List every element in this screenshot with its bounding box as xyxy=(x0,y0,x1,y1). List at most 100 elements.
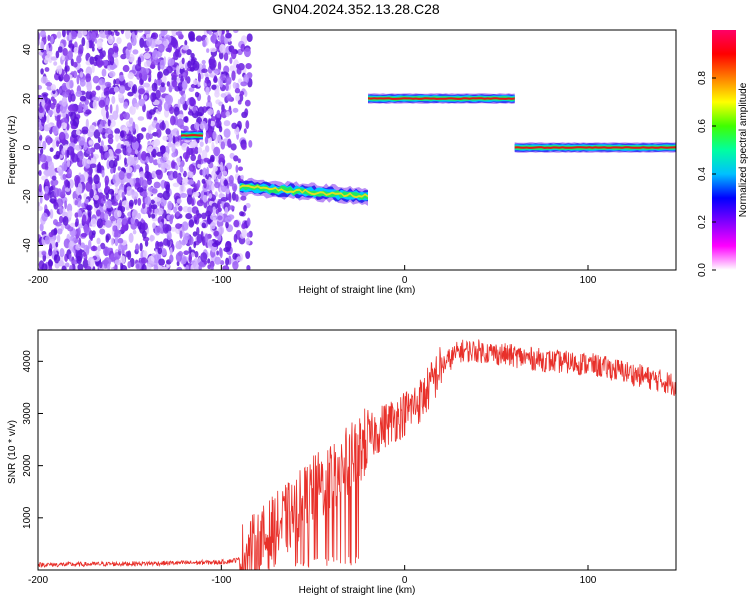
noise-blob xyxy=(85,73,92,83)
noise-blob xyxy=(76,255,82,265)
noise-blob xyxy=(64,187,71,192)
noise-blob xyxy=(138,98,145,107)
noise-blob xyxy=(200,252,208,263)
noise-blob xyxy=(203,260,208,265)
noise-blob xyxy=(67,159,70,168)
noise-blob xyxy=(220,93,227,98)
noise-blob xyxy=(232,253,238,260)
noise-blob xyxy=(181,239,186,246)
noise-blob xyxy=(110,253,114,263)
noise-blob xyxy=(182,177,189,184)
spectrogram-y-ticks: -40 -20 0 20 40 xyxy=(22,44,43,253)
noise-blob xyxy=(79,79,86,87)
noise-blob xyxy=(226,30,230,34)
y-tick-label: 20 xyxy=(22,93,33,105)
noise-blob xyxy=(156,128,162,138)
noise-blob xyxy=(73,137,78,144)
noise-blob xyxy=(66,168,72,178)
noise-blob xyxy=(92,99,98,110)
noise-blob xyxy=(148,156,154,164)
noise-blob xyxy=(172,182,180,188)
noise-blob xyxy=(179,124,185,130)
noise-blob xyxy=(200,230,204,241)
noise-blob xyxy=(208,30,213,36)
noise-blob xyxy=(93,142,101,150)
spectrogram-ylabel: Frequency (Hz) xyxy=(7,116,18,185)
noise-blob xyxy=(105,200,113,209)
noise-blob xyxy=(120,53,127,60)
noise-blob xyxy=(60,122,67,129)
y-tick-label: -20 xyxy=(22,189,33,204)
noise-blob xyxy=(39,223,44,232)
noise-blob xyxy=(195,35,203,42)
noise-blob xyxy=(56,31,62,39)
noise-blob xyxy=(89,56,95,65)
noise-blob xyxy=(55,221,62,227)
noise-blob xyxy=(233,233,238,243)
noise-blob xyxy=(125,166,133,174)
noise-blob xyxy=(235,94,241,102)
noise-blob xyxy=(49,198,57,203)
snr-frame xyxy=(37,329,677,571)
noise-blob xyxy=(105,104,109,112)
noise-blob xyxy=(208,176,212,186)
noise-blob xyxy=(62,173,67,180)
noise-blob xyxy=(150,92,156,103)
noise-blob xyxy=(126,42,133,50)
noise-blob xyxy=(41,251,47,256)
noise-blob xyxy=(143,82,150,88)
noise-blob xyxy=(66,149,70,158)
noise-blob xyxy=(175,31,183,36)
noise-blob xyxy=(157,71,162,80)
noise-blob xyxy=(201,178,206,184)
noise-blob xyxy=(162,223,169,234)
colorbar-bar xyxy=(712,30,736,270)
noise-blob xyxy=(56,140,60,148)
colorbar-tick-label: 0.2 xyxy=(697,215,708,229)
noise-blob xyxy=(138,88,146,95)
noise-blob xyxy=(99,211,105,221)
noise-blob xyxy=(202,106,208,113)
noise-blob xyxy=(108,188,115,195)
noise-blob xyxy=(114,259,122,266)
noise-blob xyxy=(212,206,217,215)
noise-blob xyxy=(41,116,45,127)
noise-blob xyxy=(81,30,88,36)
noise-blob xyxy=(186,194,193,205)
noise-blob xyxy=(41,263,48,270)
noise-blob xyxy=(104,81,112,87)
x-tick-label: 0 xyxy=(402,275,408,286)
noise-blob xyxy=(169,254,174,263)
noise-blob xyxy=(117,237,124,244)
noise-blob xyxy=(76,55,82,64)
noise-blob xyxy=(175,65,180,76)
noise-blob xyxy=(86,40,90,50)
noise-blob xyxy=(155,108,159,114)
noise-blob xyxy=(140,257,148,264)
noise-blob xyxy=(115,31,120,37)
noise-blob xyxy=(78,44,84,54)
noise-blob xyxy=(158,43,165,53)
noise-blob xyxy=(120,130,125,139)
noise-blob xyxy=(151,32,159,40)
noise-blob xyxy=(97,245,101,252)
noise-blob xyxy=(81,37,86,47)
noise-blob xyxy=(70,89,74,95)
noise-blob xyxy=(115,133,120,142)
noise-blob xyxy=(163,238,169,246)
noise-blob xyxy=(85,246,90,256)
noise-blob xyxy=(165,184,170,194)
noise-blob xyxy=(152,222,156,229)
noise-blob xyxy=(212,165,218,172)
noise-blob xyxy=(43,192,50,201)
noise-blob xyxy=(127,72,134,80)
noise-blob xyxy=(186,188,194,195)
noise-blob xyxy=(50,35,54,44)
noise-blob xyxy=(192,191,200,197)
x-tick-label: 100 xyxy=(580,575,597,586)
noise-blob xyxy=(226,162,232,170)
noise-blob xyxy=(187,206,193,213)
noise-blob xyxy=(193,241,197,249)
